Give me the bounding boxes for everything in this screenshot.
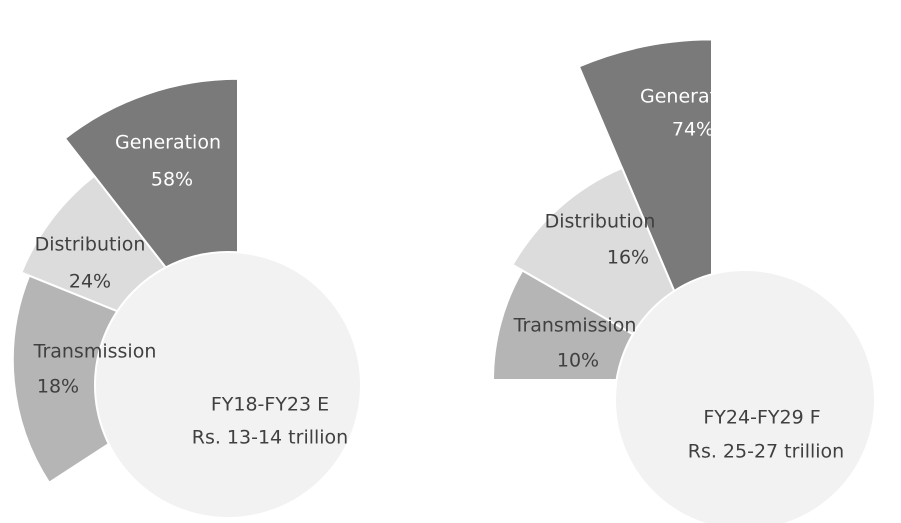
center-label: FY24-FY29 F: [703, 407, 820, 429]
category-label: Generation: [640, 86, 746, 108]
category-label: Transmission: [513, 315, 637, 337]
value-label: 24%: [69, 271, 111, 293]
value-label: 10%: [557, 350, 599, 372]
center-circle: [94, 251, 362, 519]
value-label: 16%: [607, 247, 649, 269]
value-label: 74%: [672, 119, 714, 141]
center-circle: [614, 269, 876, 523]
value-label: 58%: [151, 169, 193, 191]
center-label: FY18-FY23 E: [211, 394, 329, 416]
category-label: Generation: [115, 132, 221, 154]
center-label: Rs. 13-14 trillion: [192, 427, 348, 449]
value-label: 18%: [37, 376, 79, 398]
category-label: Distribution: [35, 234, 146, 256]
category-label: Distribution: [545, 211, 656, 233]
center-label: Rs. 25-27 trillion: [688, 441, 844, 463]
category-label: Transmission: [33, 341, 157, 363]
